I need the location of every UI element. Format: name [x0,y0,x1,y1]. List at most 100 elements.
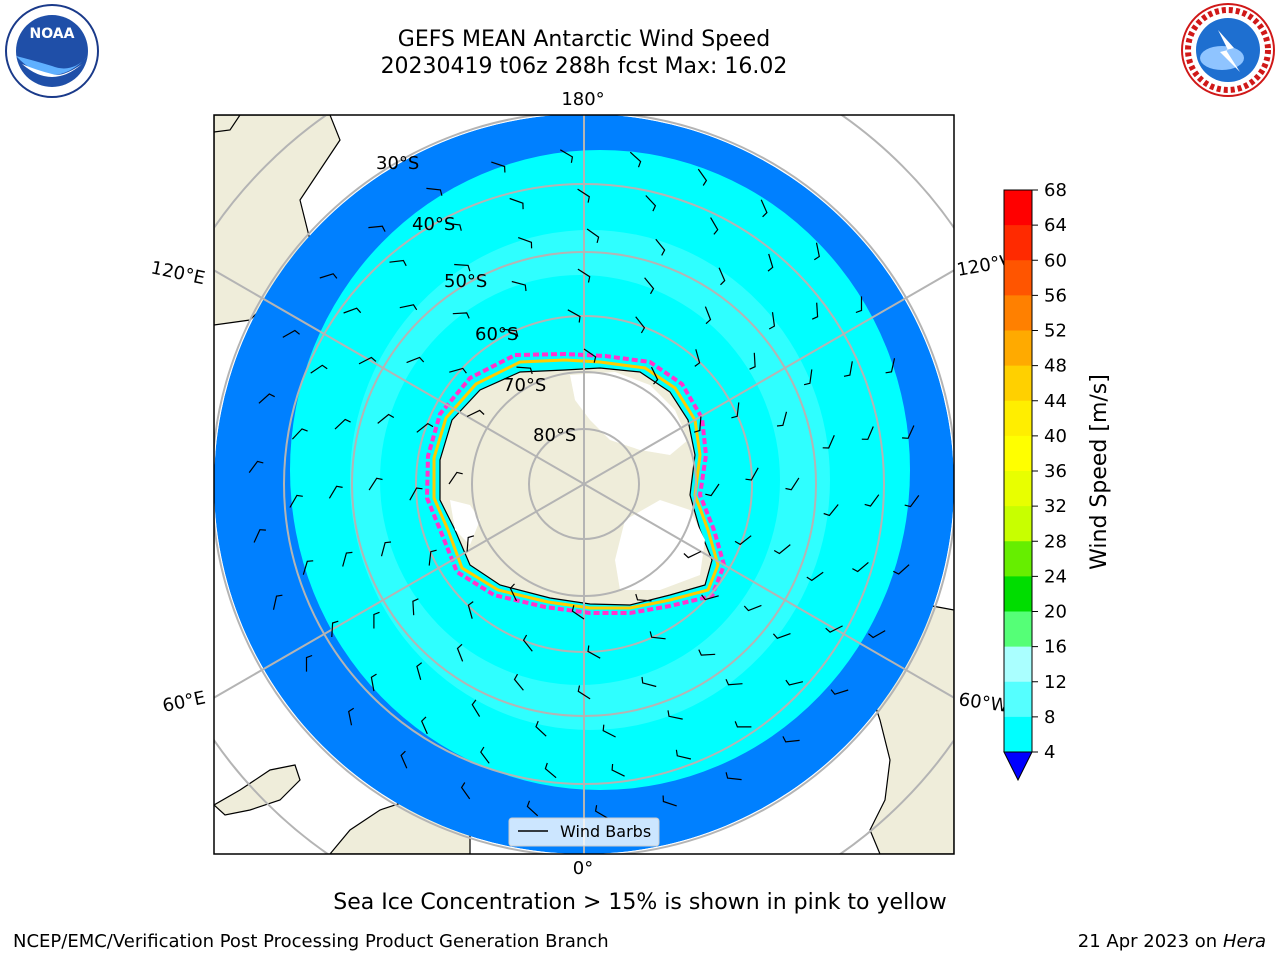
wind-barb [282,329,300,338]
sea-ice-edge-pink [424,351,727,615]
sea-ice-note: Sea Ice Concentration > 15% is shown in … [333,890,947,915]
lon-label-60w: 60°W [957,689,1009,717]
wind-barb [760,199,768,218]
wind-barb [776,411,788,427]
wind-barb [522,634,533,652]
lat-label-40s: 40°S [412,214,455,235]
wind-barb [509,583,518,602]
wind-barb [466,409,485,418]
wind-barb [697,168,708,186]
wind-barb [667,710,683,720]
wind-barb [544,762,557,779]
colorbar-segment [1004,365,1032,402]
wind-barb [368,477,383,491]
wind-barb [583,348,597,363]
wind-barb [641,676,657,688]
wind-barb [454,263,471,272]
colorbar-segment [1004,716,1032,753]
wind-barb [358,356,377,365]
wind-barb [343,307,362,314]
wind-barb [449,367,467,374]
wind-barb [445,222,462,231]
wind-barb [302,560,314,575]
lat-label-60s: 60°S [475,324,518,345]
lon-label-120e: 120°E [149,257,207,289]
wind-barb [675,749,692,760]
wind-barb [409,487,423,501]
wind-barb [825,625,843,633]
wind-barb [683,550,702,559]
wind-barb [803,369,813,386]
wind-barb [904,495,920,508]
wind-barb [855,296,863,314]
colorbar-segment [1004,260,1032,296]
wind-barb [480,746,490,764]
lon-label-0: 0° [573,858,593,879]
wind-barb [258,393,275,404]
wind-barb [823,504,839,517]
wind-barb [830,689,849,695]
wind-barb [516,366,533,375]
colorbar-tick-label: 52 [1044,321,1067,342]
colorbar-tick-label: 20 [1044,602,1067,623]
wind-barb [785,679,804,686]
colorbar-tick-label: 68 [1044,180,1067,201]
wind-barb [587,645,601,659]
wind-barb [342,551,353,567]
wind-barb [319,273,338,279]
footer-date-text: 21 Apr 2023 on [1077,931,1223,952]
wind-barb [368,225,386,232]
wind-barb [513,673,524,691]
colorbar-segment [1004,471,1032,507]
wind-barb [725,772,742,781]
wind-barb [861,426,874,440]
lat-label-30s: 30°S [376,153,419,174]
colorbar-segment [1004,576,1032,612]
wind-barb [864,494,880,507]
colorbar-tick-label: 16 [1044,637,1067,658]
wind-barb [649,631,666,640]
colorbar-tick-label: 64 [1044,215,1067,236]
wind-barb [412,598,419,616]
sea-ice-edge-yellow [432,358,720,610]
colorbar-tick-label: 60 [1044,250,1067,271]
wind-barb [328,485,343,499]
wind-barb [577,188,590,203]
wind-barb [452,312,470,319]
colorbar-tick-label: 8 [1044,707,1055,728]
wind-barb [467,601,474,619]
colorbar-segment [1004,190,1032,226]
wind-barb [868,630,886,639]
colorbar: 68 64 60 56 52 48 44 40 36 32 28 24 20 16 12 8 4 [1003,180,1067,782]
wind-barb [731,402,740,419]
wind-barb [400,750,408,769]
colorbar-segment [1004,681,1032,718]
colorbar-extend-arrow [1003,751,1033,782]
colorbar-tick-label: 40 [1044,426,1067,447]
colorbar-segment [1004,295,1032,331]
wind-barb [602,724,616,738]
wind-barb [471,699,481,717]
wind-barb [710,217,719,235]
wind-barb [253,529,266,543]
wind-barb [526,800,539,817]
wind-barb [466,535,475,552]
lon-label-180: 180° [561,89,604,110]
wind-barb [782,736,800,743]
wind-barb [389,259,407,267]
wind-barb [377,413,395,424]
wind-barb [806,571,824,582]
wind-barb [416,662,423,680]
lat-label-50s: 50°S [444,271,487,292]
wind-barb [885,358,896,374]
wind-barb [698,649,716,656]
wind-barb [373,611,380,629]
nws-logo [1181,3,1275,97]
wind-barb [416,422,434,433]
colorbar-tick-label: 36 [1044,461,1067,482]
ice-shelf-white-2 [615,500,705,590]
wind-barb [701,594,719,601]
map-frame [213,114,955,855]
wind-barb [567,309,581,323]
wind-barb [813,242,820,261]
